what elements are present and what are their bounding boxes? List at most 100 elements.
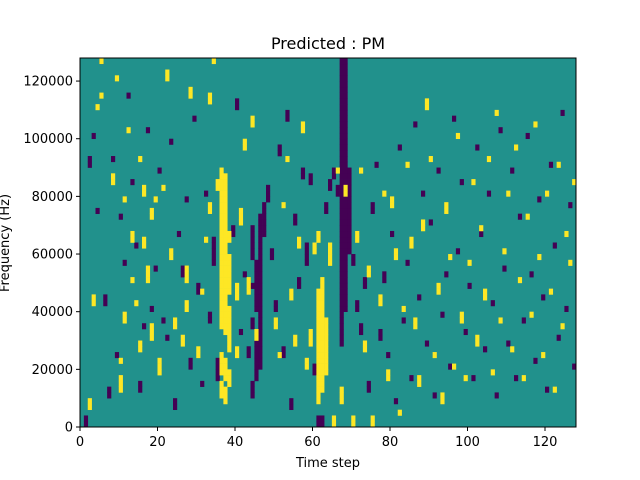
heatmap-cell-high: [184, 265, 189, 272]
heatmap-cell-high: [521, 375, 526, 382]
heatmap-cell-low: [122, 259, 127, 266]
x-tick-label: 100: [455, 435, 480, 450]
heatmap-cell-low: [262, 219, 267, 226]
heatmap-cell-high: [246, 277, 251, 284]
heatmap-cell-low: [339, 288, 344, 295]
heatmap-cell-high: [564, 230, 569, 238]
heatmap-cell-low: [320, 415, 325, 422]
heatmap-cell-low: [107, 392, 112, 399]
heatmap-cell-low: [343, 150, 348, 157]
heatmap-cell-low: [421, 190, 426, 197]
heatmap-cell-high: [223, 230, 228, 238]
heatmap-cell-high: [316, 357, 321, 364]
heatmap-cell-high: [227, 254, 232, 261]
heatmap-cell-high: [223, 294, 228, 301]
heatmap-cell-low: [347, 179, 352, 186]
heatmap-cell-high: [227, 369, 232, 376]
heatmap-cell-low: [339, 167, 344, 174]
heatmap-cell-low: [258, 300, 263, 307]
heatmap-cell-low: [339, 173, 344, 180]
y-tick-label: 120000: [23, 75, 73, 90]
heatmap-cell-high: [223, 202, 228, 209]
heatmap-cell-low: [211, 259, 216, 266]
heatmap-cell-high: [142, 190, 147, 197]
heatmap-cell-low: [339, 144, 344, 151]
heatmap-cell-low: [510, 167, 515, 174]
y-axis-label: Frequency (Hz): [0, 194, 13, 292]
heatmap-cell-high: [316, 346, 321, 353]
heatmap-cell-low: [355, 300, 360, 307]
heatmap-cell-low: [347, 167, 352, 174]
heatmap-cell-low: [328, 184, 333, 191]
heatmap-cell-low: [339, 109, 344, 116]
heatmap-cell-high: [219, 288, 224, 295]
heatmap-cell-high: [362, 340, 368, 347]
heatmap-cell-low: [343, 167, 348, 174]
heatmap-cell-high: [227, 277, 232, 284]
heatmap-cell-high: [328, 259, 333, 266]
heatmap-cell-high: [219, 357, 224, 364]
heatmap-cell-low: [378, 334, 383, 341]
heatmap-cell-low: [149, 305, 154, 312]
heatmap-cell-high: [184, 300, 189, 307]
heatmap-cell-low: [235, 98, 240, 105]
x-tick-label: 20: [149, 435, 166, 450]
heatmap-cell-low: [335, 184, 340, 191]
heatmap-cell-low: [343, 300, 348, 307]
heatmap-cell-low: [258, 288, 263, 295]
heatmap-cell-low: [343, 196, 348, 203]
heatmap-cell-low: [339, 150, 344, 157]
heatmap-cell-low: [494, 392, 499, 399]
heatmap-cell-low: [273, 300, 278, 307]
heatmap-cell-high: [308, 328, 313, 336]
heatmap-cell-high: [227, 236, 232, 243]
heatmap-cell-high: [223, 392, 228, 399]
y-tick-label: 40000: [32, 305, 73, 320]
heatmap-cell-low: [188, 363, 193, 370]
heatmap-cell-high: [324, 328, 329, 336]
heatmap-cell-low: [339, 75, 344, 82]
heatmap-cell-high: [475, 340, 480, 347]
heatmap-cell-high: [223, 300, 228, 307]
heatmap-cell-low: [114, 352, 120, 359]
heatmap-cell-high: [393, 254, 399, 261]
heatmap-cell-low: [382, 271, 387, 278]
heatmap-cell-high: [324, 323, 329, 330]
heatmap-cell-high: [494, 109, 499, 116]
heatmap-cell-low: [258, 323, 263, 330]
heatmap-cell-low: [304, 248, 309, 255]
heatmap-cell-low: [269, 254, 275, 261]
heatmap-cell-high: [223, 242, 228, 249]
heatmap-cell-high: [273, 323, 278, 330]
heatmap-cell-low: [328, 179, 333, 186]
heatmap-cell-high: [114, 75, 120, 82]
heatmap-cell-low: [339, 277, 344, 284]
y-tick-label: 20000: [32, 363, 73, 378]
heatmap-cell-low: [83, 421, 89, 428]
heatmap-cell-high: [227, 328, 232, 336]
heatmap-cell-low: [339, 254, 344, 261]
heatmap-cell-low: [320, 421, 325, 428]
heatmap-cell-low: [250, 242, 255, 249]
heatmap-cell-low: [339, 282, 344, 289]
heatmap-cell-high: [235, 294, 240, 301]
heatmap-cell-high: [153, 196, 158, 203]
heatmap-cell-high: [424, 104, 430, 111]
heatmap-cell-high: [219, 179, 224, 186]
heatmap-cell-high: [366, 271, 371, 278]
heatmap-cell-high: [142, 242, 147, 249]
heatmap-cell-high: [223, 317, 228, 324]
heatmap-cell-high: [219, 317, 224, 324]
heatmap-cell-high: [196, 346, 201, 353]
heatmap-cell-high: [219, 380, 224, 387]
heatmap-cell-high: [111, 179, 116, 186]
heatmap-cell-low: [250, 392, 255, 399]
heatmap-cell-low: [173, 403, 178, 411]
heatmap-cell-low: [339, 81, 344, 88]
heatmap-cell-high: [91, 300, 96, 307]
heatmap-cell-low: [273, 305, 278, 312]
heatmap-cell-high: [246, 288, 251, 295]
heatmap-cell-low: [180, 271, 185, 278]
heatmap-cell-low: [262, 202, 267, 209]
heatmap-cell-low: [258, 236, 263, 243]
